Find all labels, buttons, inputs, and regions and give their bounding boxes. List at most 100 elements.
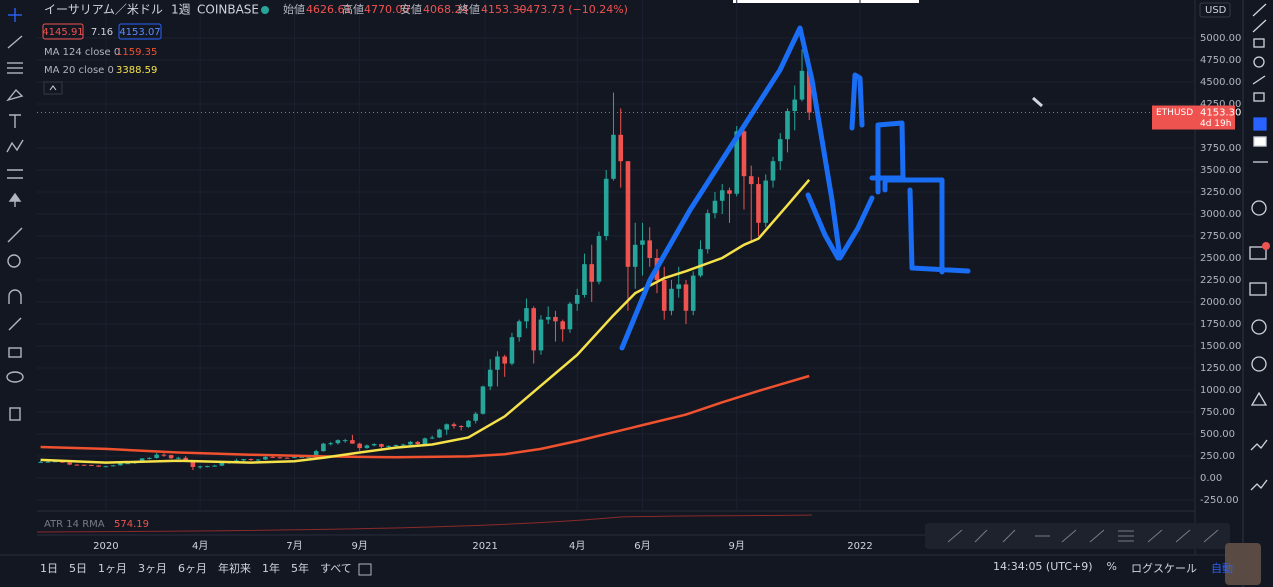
candle-body [190, 460, 196, 467]
plot [38, 49, 812, 471]
range-button[interactable]: 1年 [262, 562, 280, 575]
candle-body [589, 264, 595, 282]
candle-body [400, 444, 406, 446]
candle-body [219, 463, 225, 466]
percent-toggle[interactable]: % [1106, 560, 1117, 573]
popup-edge [733, 0, 919, 3]
candle-body [690, 275, 696, 311]
candle-body [147, 457, 152, 459]
candle-body [357, 443, 362, 449]
bid[interactable]: 4145.91 [42, 27, 83, 38]
candle-body [306, 456, 312, 458]
candle-body [582, 264, 587, 295]
candle-body [379, 444, 384, 447]
candle-body [661, 279, 667, 311]
high-value: 4770.00 [364, 3, 410, 16]
candle-body [683, 284, 689, 311]
candle-body [255, 459, 261, 461]
y-tick-label: -250.00 [1200, 495, 1239, 506]
close-value: 4153.30 [481, 3, 527, 16]
close-label: 終値 [458, 2, 480, 16]
candle-body [618, 134, 624, 162]
candle-body [205, 466, 210, 468]
range-button[interactable]: 6ヶ月 [178, 562, 207, 575]
y-tick-label: 2500.00 [1200, 253, 1241, 264]
candle-body [74, 464, 80, 466]
candle-body [531, 308, 537, 351]
candle-body [183, 457, 188, 461]
candle-body [103, 466, 109, 468]
x-tick-label: 6月 [634, 540, 650, 552]
range-button[interactable]: 3ヶ月 [138, 562, 167, 575]
candle-body [647, 240, 653, 258]
candle-body [553, 316, 558, 322]
candle-body [748, 176, 754, 185]
range-button[interactable]: 5日 [69, 562, 87, 575]
left-toolbar[interactable] [6, 8, 24, 421]
drawing-toolbar[interactable] [925, 523, 1230, 549]
candle-body [596, 235, 602, 282]
collapse-button[interactable] [43, 81, 63, 95]
candle-body [509, 337, 515, 364]
candle-body [415, 441, 420, 445]
symbol: イーサリアム／米ドル [44, 3, 163, 17]
y-tick-label: 2250.00 [1200, 275, 1241, 286]
y-tick-label: 1500.00 [1200, 341, 1241, 352]
drawing-tools[interactable] [947, 529, 1219, 543]
range-button[interactable]: 1日 [40, 562, 58, 575]
y-tick-label: 500.00 [1200, 429, 1235, 440]
candle-body [777, 139, 783, 162]
interval: 1週 [171, 3, 191, 17]
candle-body [154, 454, 159, 458]
currency-box[interactable] [1199, 2, 1231, 18]
candle-body [741, 131, 747, 177]
open-value: 4626.61 [306, 3, 352, 16]
clock: 14:34:05 (UTC+9) [993, 560, 1093, 573]
candle-body [350, 440, 355, 444]
moving-average [40, 374, 810, 459]
x-tick-label: 2020 [93, 541, 118, 552]
bid-box[interactable] [42, 23, 84, 40]
candle-body [212, 465, 217, 467]
ask[interactable]: 4153.07 [119, 27, 160, 38]
candle-body [248, 459, 254, 461]
last-price-box [1152, 105, 1235, 130]
collapse-icon [49, 85, 57, 91]
candle-body [277, 457, 283, 459]
candle-body [161, 454, 167, 456]
candle-body [321, 443, 326, 452]
low-label: 安値 [400, 2, 422, 16]
grid [37, 0, 1195, 510]
candle-body [538, 319, 544, 351]
candle-body [625, 161, 631, 267]
y-tick-label: 5000.00 [1200, 33, 1241, 44]
auto-toggle[interactable]: 自動 [1211, 562, 1233, 575]
candle-body [603, 178, 609, 236]
right-toolbar[interactable] [1242, 0, 1270, 587]
y-tick-label: 4250.00 [1200, 99, 1241, 110]
candle-body [480, 386, 486, 414]
currency[interactable]: USD [1205, 5, 1227, 16]
candle-body [734, 131, 740, 194]
last-price-symbol: ETHUSD [1156, 108, 1193, 118]
indicator-line [36, 514, 813, 533]
avatar [1225, 543, 1261, 585]
last-price: 4153.30 [1200, 108, 1241, 119]
goto-date-icon[interactable] [358, 563, 372, 576]
y-tick-label: 750.00 [1200, 407, 1235, 418]
range-button[interactable]: 5年 [291, 562, 309, 575]
change-value: −473.73 (−10.24%) [517, 3, 628, 16]
ask-box[interactable] [118, 23, 162, 40]
high-label: 高値 [342, 2, 364, 16]
candle-body [466, 420, 471, 427]
range-button[interactable]: 1ヶ月 [98, 562, 127, 575]
candle-body [335, 440, 341, 444]
y-tick-label: 2750.00 [1200, 231, 1241, 242]
range-button[interactable]: 年初来 [218, 562, 251, 575]
log-toggle[interactable]: ログスケール [1131, 562, 1197, 575]
candle-body [806, 70, 812, 113]
range-button[interactable]: すべて [320, 562, 352, 575]
candle-body [328, 443, 333, 445]
